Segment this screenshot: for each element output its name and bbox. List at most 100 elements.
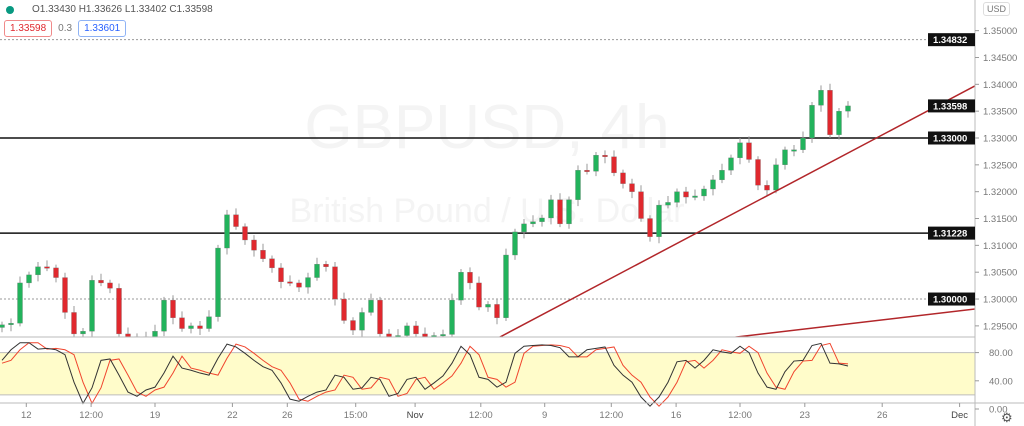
candle-up [710,179,716,190]
candle-down [350,320,356,331]
candle-up [152,331,158,337]
candle-down [413,325,419,335]
candle-up [359,312,365,331]
sell-price-button[interactable]: 1.33598 [4,20,53,37]
buy-price-button[interactable]: 1.33601 [78,20,127,37]
candle-up [836,111,842,135]
candle-down [332,266,338,300]
price-tick-label: 1.31000 [983,241,1017,252]
candle-up [530,221,536,225]
trendline [735,308,975,337]
candle-up [566,199,572,225]
candle-up [791,149,797,152]
candle-up [674,191,680,203]
price-tag-label: 1.33000 [933,134,967,145]
price-tag-label: 1.33598 [933,101,967,112]
candle-up [485,304,491,308]
price-tick-label: 1.35000 [983,26,1017,37]
ohlc-legend: O1.33430 H1.33626 L1.33402 C1.33598 [6,4,213,15]
candle-down [251,239,257,251]
candle-up [512,231,518,256]
price-tag-label: 1.31228 [933,229,967,240]
price-tick-label: 1.31500 [983,214,1017,225]
candle-down [386,333,392,337]
time-tick-label: 16 [671,410,682,421]
candle-up [0,324,5,328]
candle-down [53,267,59,278]
candle-up [395,335,401,337]
price-tag [928,33,975,47]
stochastic-tick-label: 80.00 [989,348,1013,359]
candle-up [521,223,527,233]
candle-up [368,299,374,313]
candle-down [638,191,644,219]
candle-up [8,323,14,325]
candle-down [476,282,482,308]
candle-up [188,325,194,329]
candle-down [611,156,617,174]
candle-down [620,172,626,184]
candle-up [26,274,32,284]
spread-value: 0.3 [58,23,73,34]
candle-down [278,267,284,283]
candle-up [593,155,599,172]
candle-down [197,325,203,329]
candle-down [62,277,68,313]
time-tick-label: 23 [800,410,811,421]
price-tick-label: 1.30500 [983,268,1017,279]
candle-down [170,299,176,318]
candle-up [656,204,662,237]
price-tick-label: 1.32000 [983,187,1017,198]
candle-down [233,214,239,227]
price-tick-label: 1.34000 [983,80,1017,91]
price-tag-label: 1.30000 [933,295,967,306]
watermark-name: British Pound / U.S. Dollar [290,192,685,230]
price-tick-label: 1.33000 [983,134,1017,145]
gear-icon[interactable]: ⚙ [1001,410,1013,425]
candle-up [773,164,779,191]
watermark-symbol: GBPUSD, 4h [304,93,669,162]
candle-up [737,142,743,159]
stochastic-band [0,352,975,395]
candle-down [755,159,761,186]
time-tick-label: 19 [150,410,161,421]
currency-label[interactable]: USD [983,2,1011,16]
candle-down [629,183,635,192]
candle-down [584,170,590,172]
candle-up [431,335,437,337]
candle-up [305,277,311,288]
candle-down [44,266,50,269]
time-tick-label: 12:00 [728,410,752,421]
candle-up [719,170,725,181]
candle-up [800,137,806,150]
candle-up [575,170,581,200]
candle-up [845,105,851,112]
candle-down [602,155,608,157]
stochastic-d-line [1,342,849,407]
price-tag [928,99,975,113]
time-tick-label: 12 [21,410,32,421]
time-tick-label: 12:00 [469,410,493,421]
candle-down [827,90,833,135]
price-tag [928,292,975,306]
candle-up [548,199,554,219]
candle-up [80,331,86,335]
time-tick-label: 9 [542,410,547,421]
price-tag-label: 1.34832 [933,35,967,46]
time-tick-label: 26 [877,410,888,421]
price-tag [928,131,975,145]
candle-down [557,199,563,225]
candle-up [692,195,698,198]
candle-up [782,149,788,165]
candle-down [107,282,113,289]
candle-down [116,288,122,335]
price-tick-label: 1.33500 [983,107,1017,118]
candle-up [404,325,410,336]
stochastic-k-line [1,342,849,407]
candle-up [224,214,230,249]
candle-down [260,250,266,259]
candle-up [89,280,95,332]
price-tag [928,226,975,240]
candles [0,83,851,337]
